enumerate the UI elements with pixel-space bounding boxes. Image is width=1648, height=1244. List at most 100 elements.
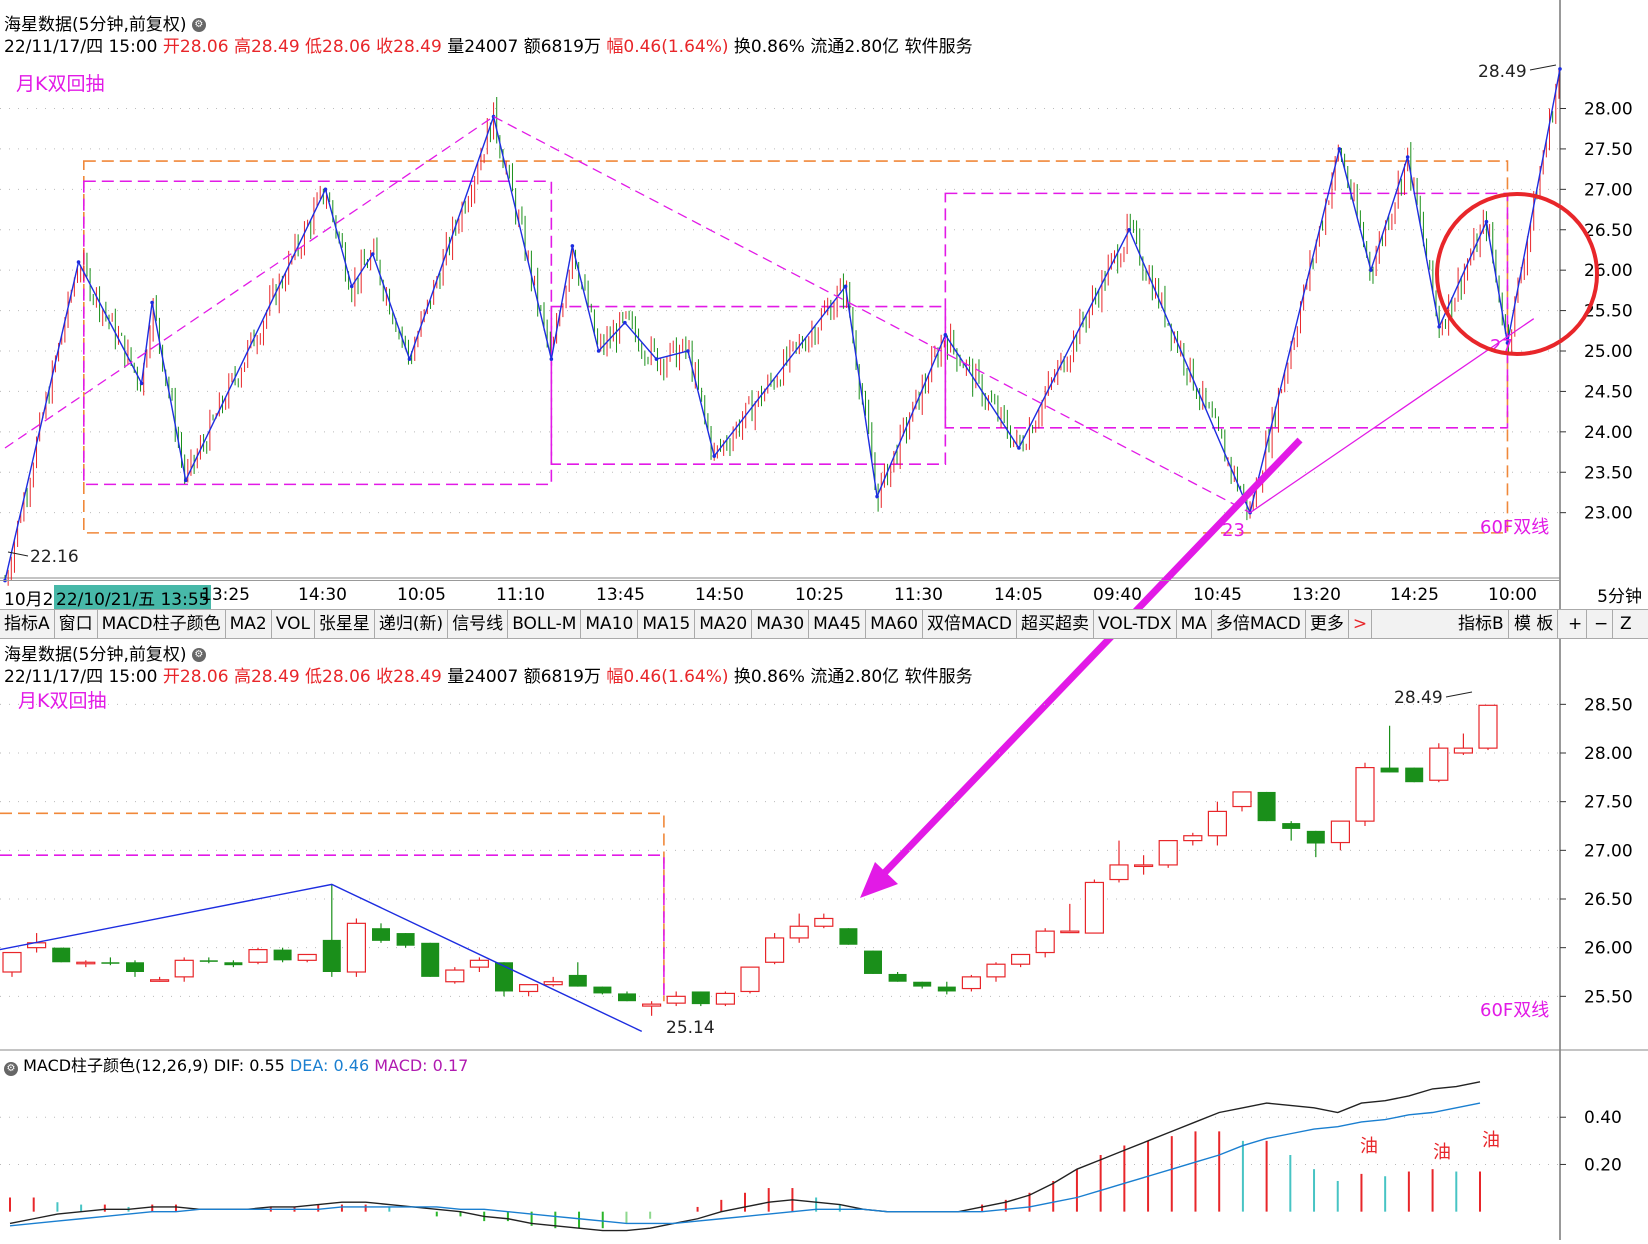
range-box	[944, 192, 1509, 429]
trend-line-down	[493, 116, 1251, 514]
toolbar-item-zhangxingxing[interactable]: 张星星	[315, 610, 375, 638]
vol-value: 24007	[464, 37, 519, 57]
oil-mark: 油	[1482, 1130, 1500, 1151]
zoom-in-button[interactable]: +	[1564, 610, 1588, 638]
z-button[interactable]: Z	[1620, 614, 1632, 634]
candle-body	[839, 928, 858, 945]
candle-body	[346, 922, 366, 973]
y-tick-label: 23.50	[1584, 463, 1633, 483]
toolbar-item-ma30[interactable]: MA30	[752, 610, 810, 638]
range-box-orange	[0, 812, 665, 1002]
time-label: 10:25	[795, 585, 844, 605]
zigzag-point	[370, 252, 375, 256]
candle-body	[126, 962, 144, 972]
candle-body	[618, 993, 636, 1002]
candle-body	[273, 949, 292, 961]
candle-body	[396, 933, 415, 946]
annotation-low-mark: 25.14	[666, 1018, 715, 1038]
toolbar-item-indicator-b[interactable]: 指标B	[1454, 610, 1509, 638]
toolbar-item-ma2[interactable]: MA2	[226, 610, 272, 638]
highlight-circle	[1435, 192, 1599, 356]
toolbar-next-icon[interactable]: >	[1349, 610, 1373, 638]
time-label: 09:40	[1093, 585, 1142, 605]
zigzag-point	[323, 187, 328, 192]
chg-value: 0.46(1.64%)	[623, 667, 729, 687]
candle-body	[543, 981, 563, 986]
toolbar-item-ma15[interactable]: MA15	[638, 610, 696, 638]
settings-icon[interactable]: ⚙	[191, 18, 206, 32]
toolbar-item-double-macd[interactable]: 双倍MACD	[923, 610, 1017, 638]
toolbar-item-window[interactable]: 窗口	[55, 610, 98, 638]
period-selector[interactable]: 5分钟	[1597, 587, 1642, 607]
low-value: 28.06	[322, 667, 371, 687]
candle-body	[715, 992, 736, 1005]
chg-value: 0.46(1.64%)	[623, 37, 729, 57]
candle-body	[1380, 767, 1399, 773]
zigzag-point	[570, 244, 575, 248]
annotation-mark-23: 23	[1222, 520, 1245, 541]
y-tick-label: 26.50	[1584, 221, 1633, 241]
turn-value: 0.86%	[750, 37, 805, 57]
candle-body	[1183, 835, 1203, 842]
zoom-out-button[interactable]: −	[1590, 610, 1614, 638]
toolbar-item-ma[interactable]: MA	[1177, 610, 1212, 638]
candle-body	[666, 995, 686, 1004]
dea-value: 0.46	[333, 1056, 370, 1075]
y-tick-label: 27.50	[1584, 140, 1633, 160]
candle-body	[101, 962, 120, 964]
candle-body	[1478, 704, 1498, 749]
candle-body	[297, 953, 317, 961]
toolbar-item-ma10[interactable]: MA10	[581, 610, 639, 638]
zigzag-point	[686, 349, 690, 353]
toolbar-item-recursive[interactable]: 递归(新)	[375, 610, 449, 638]
toolbar-item-ma45[interactable]: MA45	[809, 610, 867, 638]
zigzag-point	[1017, 446, 1021, 450]
candle-body	[2, 951, 22, 973]
candle-body	[740, 966, 760, 993]
toolbar-item-signal[interactable]: 信号线	[448, 610, 509, 638]
toolbar-item-more[interactable]: 更多	[1306, 610, 1349, 638]
candle-body	[986, 963, 1006, 978]
arrow-line	[1529, 64, 1557, 71]
y-tick-label: 26.00	[1584, 261, 1633, 281]
zigzag-point	[549, 357, 554, 361]
candle-body	[1355, 766, 1375, 822]
float-label: 流通	[810, 37, 845, 57]
candle-body	[1429, 747, 1449, 781]
toolbar-item-boll-m[interactable]: BOLL-M	[508, 610, 582, 638]
time-label: 11:10	[496, 585, 545, 605]
y-tick-label: 28.00	[1584, 744, 1633, 764]
trend-line-up	[4, 116, 494, 449]
zigzag-line	[0, 883, 643, 1033]
y-tick-label: 0.40	[1584, 1108, 1622, 1128]
y-tick-label: 25.00	[1584, 342, 1633, 362]
toolbar-item-vol[interactable]: VOL	[272, 610, 315, 638]
close-label: 收	[376, 667, 394, 687]
time-label: 14:30	[298, 585, 347, 605]
time-axis: 10月2 22/10/21/五 13:55 13:25 14:30 10:05 …	[0, 580, 1560, 610]
time-label: 14:50	[695, 585, 744, 605]
toolbar-item-macd-color[interactable]: MACD柱子颜色	[98, 610, 226, 638]
range-box-pink	[0, 854, 665, 1002]
high-value: 28.49	[250, 667, 300, 687]
toolbar-item-overbought[interactable]: 超买超卖	[1017, 610, 1094, 638]
vol-label: 量	[447, 37, 465, 57]
settings-icon[interactable]: ⚙	[4, 1062, 18, 1076]
vol-label: 量	[447, 667, 465, 687]
dif-line	[9, 1081, 1481, 1232]
zigzag-point	[1484, 219, 1489, 224]
time-label: 14:25	[1390, 585, 1439, 605]
toolbar-item-template[interactable]: 模 板	[1510, 610, 1559, 638]
toolbar-item-multi-macd[interactable]: 多倍MACD	[1212, 610, 1306, 638]
zigzag-point	[843, 284, 848, 289]
candle-body	[495, 962, 513, 992]
toolbar-item-ma20[interactable]: MA20	[695, 610, 753, 638]
settings-icon[interactable]: ⚙	[191, 648, 206, 662]
candle-body	[1133, 864, 1154, 868]
toolbar-item-ma60[interactable]: MA60	[866, 610, 924, 638]
y-tick-label: 28.50	[1584, 695, 1633, 715]
toolbar-item-vol-tdx[interactable]: VOL-TDX	[1094, 610, 1177, 638]
industry: 软件服务	[904, 37, 973, 57]
toolbar-item-indicator-a[interactable]: 指标A	[0, 610, 55, 638]
time-label: 14:05	[994, 585, 1043, 605]
